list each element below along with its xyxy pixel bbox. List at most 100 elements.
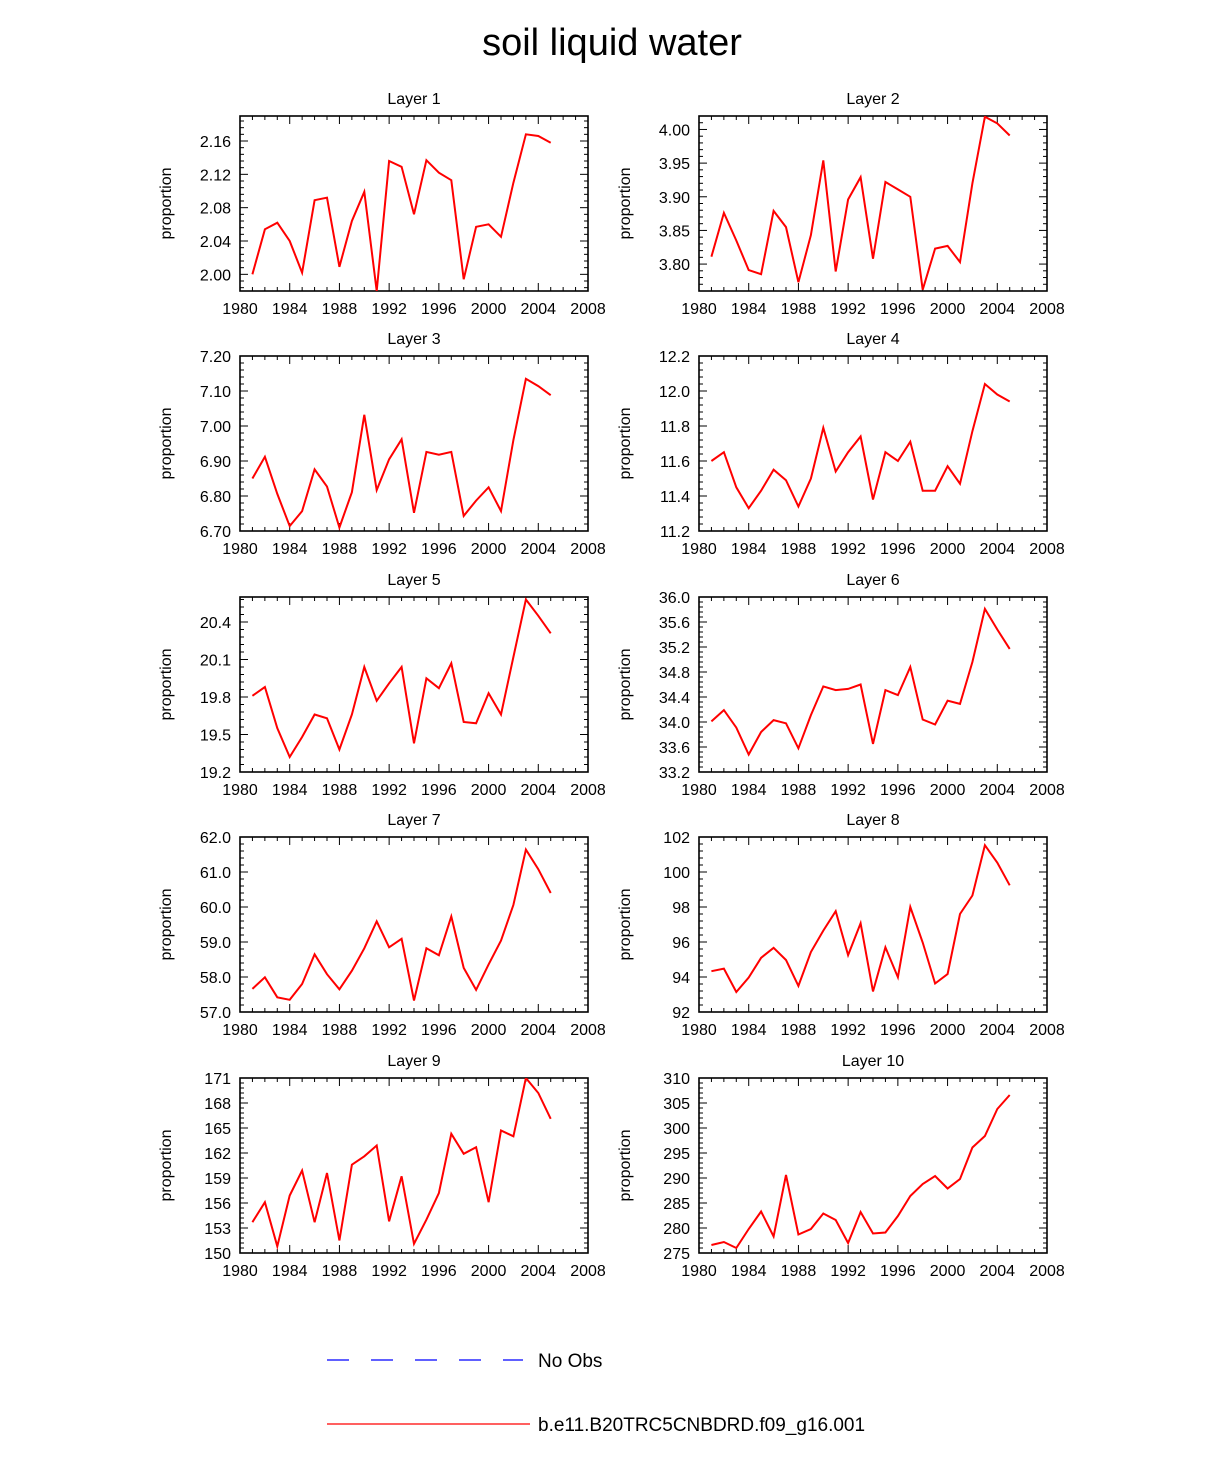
y-tick-label: 19.8 [200,690,231,707]
x-tick-label: 1988 [781,1022,817,1039]
y-tick-label: 34.4 [659,690,690,707]
y-tick-label: 36.0 [659,590,690,607]
y-axis-label: proportion [158,648,175,720]
x-tick-label: 2008 [1029,301,1065,318]
legend-label-no-obs: No Obs [538,1351,602,1372]
plot-frame [239,355,589,532]
y-tick-label: 20.4 [200,615,231,632]
y-tick-label: 168 [204,1096,231,1113]
y-tick-label: 11.4 [660,489,690,506]
series-line [711,842,1011,994]
x-tick-label: 1996 [880,782,916,799]
panel-layer-8: Layer 8 proportion 1980 1984 1988 1992 1996 200… [617,812,1065,1039]
x-tick-label: 2008 [570,1022,606,1039]
y-tick-label: 62.0 [200,830,231,847]
x-tick-label: 1992 [371,301,407,318]
y-tick-label: 11.2 [660,524,690,541]
series-line [251,597,552,760]
x-tick-label: 2008 [570,301,606,318]
x-tick-label: 1988 [781,782,817,799]
x-tick-label: 1988 [322,1263,358,1280]
y-tick-label: 61.0 [200,865,231,882]
x-tick-label: 2000 [930,782,966,799]
x-tick-label: 2000 [471,301,507,318]
y-axis-label: proportion [617,167,634,239]
x-tick-label: 1984 [731,301,767,318]
plot-frame [239,115,589,292]
panel-title: Layer 9 [387,1053,440,1070]
panel-layer-2: Layer 2 proportion 1980 1984 1988 1992 1996 200… [617,91,1065,318]
y-tick-label: 165 [204,1121,231,1138]
series-line [710,382,1011,511]
series-line [251,133,552,291]
y-tick-label: 96 [672,935,690,952]
legend-label-model: b.e11.B20TRC5CNBDRD.f09_g16.001 [538,1415,865,1436]
x-tick-label: 1988 [322,1022,358,1039]
y-tick-label: 3.80 [659,257,690,274]
x-tick-label: 1996 [880,541,916,558]
y-tick-label: 35.2 [659,640,690,657]
y-tick-label: 290 [663,1171,690,1188]
x-tick-label: 2008 [1029,782,1065,799]
series-line [710,606,1011,757]
x-tick-label: 1980 [681,541,717,558]
panel-layer-6: Layer 6 proportion 1980 1984 1988 1992 1996 200… [617,572,1065,799]
x-tick-label: 1996 [421,1263,457,1280]
x-tick-label: 1992 [371,1022,407,1039]
y-tick-label: 7.20 [200,349,231,366]
y-tick-label: 12.2 [659,349,690,366]
panel-layer-7: Layer 7 proportion 1980 1984 1988 1992 1996 200… [158,812,606,1039]
y-axis-label: proportion [617,1129,634,1201]
x-tick-label: 1984 [272,1263,308,1280]
y-axis-label: proportion [158,888,175,960]
y-axis-label: proportion [158,407,175,479]
panel-layer-4: Layer 4 proportion 1980 1984 1988 1992 1996 200… [617,331,1065,558]
plot-frame [698,115,1048,292]
x-tick-label: 2000 [930,1022,966,1039]
y-tick-label: 57.0 [200,1005,231,1022]
y-tick-label: 275 [663,1246,690,1263]
y-tick-label: 59.0 [200,935,231,952]
plot-frame [239,1077,589,1254]
panel-title: Layer 1 [387,91,440,108]
x-tick-label: 1980 [222,1022,258,1039]
y-tick-label: 6.80 [200,489,231,506]
x-tick-label: 1996 [421,782,457,799]
series-line [251,377,552,531]
x-tick-label: 1988 [781,541,817,558]
x-tick-label: 2004 [520,1263,556,1280]
x-tick-label: 1984 [731,541,767,558]
y-tick-label: 20.1 [200,653,231,670]
y-tick-label: 285 [663,1196,690,1213]
y-tick-label: 58.0 [200,970,231,987]
panel-title: Layer 8 [846,812,899,829]
x-tick-label: 2000 [930,301,966,318]
panel-title: Layer 7 [387,812,440,829]
y-axis-label: proportion [158,1129,175,1201]
x-tick-label: 1996 [880,301,916,318]
panel-title: Layer 5 [387,572,440,589]
x-tick-label: 1996 [421,1022,457,1039]
x-tick-label: 1992 [830,301,866,318]
panel-title: Layer 4 [846,331,899,348]
series-line [251,1078,552,1251]
x-tick-label: 1988 [322,541,358,558]
y-tick-label: 6.90 [200,454,231,471]
x-tick-label: 2000 [930,541,966,558]
y-tick-label: 162 [204,1146,231,1163]
x-tick-label: 1980 [222,541,258,558]
y-tick-label: 34.0 [659,715,690,732]
x-tick-label: 1996 [880,1022,916,1039]
x-tick-label: 1992 [830,541,866,558]
x-tick-label: 1988 [322,782,358,799]
x-tick-label: 1988 [781,1263,817,1280]
x-tick-label: 1992 [830,1263,866,1280]
x-tick-label: 2000 [930,1263,966,1280]
y-tick-label: 150 [204,1246,231,1263]
x-tick-label: 1984 [272,301,308,318]
y-tick-label: 102 [663,830,690,847]
x-tick-label: 2008 [570,1263,606,1280]
x-tick-label: 2004 [520,782,556,799]
y-tick-label: 19.5 [200,728,231,745]
y-tick-label: 35.6 [659,615,690,632]
